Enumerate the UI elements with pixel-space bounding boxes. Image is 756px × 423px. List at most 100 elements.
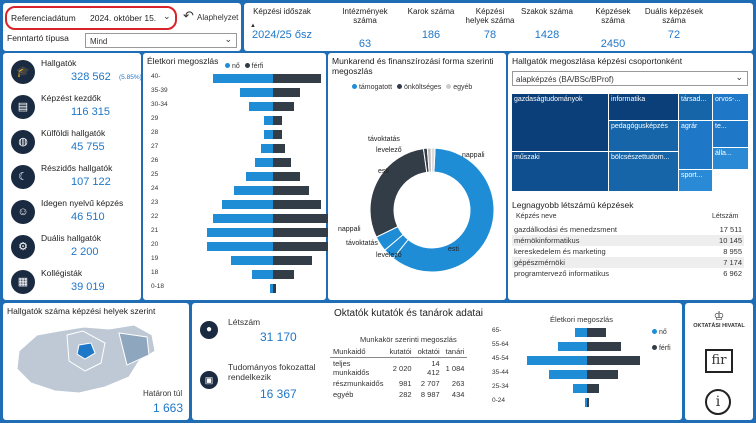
treemap-cell[interactable]: te... xyxy=(713,121,748,147)
type-filter-value: Mind xyxy=(90,37,108,46)
course-count: 6 962 xyxy=(723,269,742,278)
ref-date-label: Referenciadátum xyxy=(11,13,76,23)
course-name: gépészmérnöki xyxy=(514,258,565,267)
fir-label: fir xyxy=(711,353,727,368)
age-tick-label: 26 xyxy=(151,157,159,164)
stat-0: Képzési időszak 2024/25 ősz xyxy=(250,7,314,41)
filter-panel: Referenciadátum 2024. október 15. ⌄ ↶ Al… xyxy=(3,3,241,51)
treemap-cell[interactable]: sport... xyxy=(679,170,712,191)
table-cell: egyéb xyxy=(333,390,354,399)
treemap-cell[interactable]: pedagógusképzés xyxy=(609,121,678,151)
info-button[interactable]: i xyxy=(705,389,731,415)
table-row[interactable]: mérnökinformatikus 10 145 xyxy=(512,235,744,246)
legend-male: férfi xyxy=(658,345,671,352)
person-icon: ☺ xyxy=(11,200,35,224)
age-pyramid: 40- 35-39 30-34 29 28 27 26 25 24 23 22 21 20 19 18 0-1… xyxy=(143,73,336,298)
column-header: tanári xyxy=(442,346,468,358)
treemap-cell-label: sport... xyxy=(681,172,703,179)
kpi-6: ▦ Kollégisták 39 019 xyxy=(9,267,139,297)
bar-female xyxy=(264,116,273,125)
staff-age-title: Életkori megoszlás xyxy=(550,315,613,324)
table-cell: részmunkaidős xyxy=(333,379,384,388)
treemap-cell[interactable]: orvos-... xyxy=(713,94,748,120)
table-cell: 8 987 xyxy=(420,390,440,399)
bar-male xyxy=(273,172,300,181)
reset-button[interactable]: ↶ Alaphelyzet xyxy=(183,8,241,25)
stat-value: 72 xyxy=(667,29,681,41)
stat-value: 186 xyxy=(421,29,441,41)
bar-female xyxy=(213,74,273,83)
bar-male xyxy=(273,284,276,293)
table-row[interactable]: egyéb 282 8 987 434 xyxy=(330,389,467,400)
bar-female xyxy=(249,102,273,111)
ref-date-filter[interactable]: Referenciadátum 2024. október 15. ⌄ xyxy=(5,6,177,30)
treemap-cell-label: gazdaságtudományok xyxy=(514,96,583,103)
age-tick-label: 35-39 xyxy=(151,87,168,94)
treemap-cell[interactable]: társad... xyxy=(679,94,712,120)
table-header: Munkaidő kutatói oktatói tanári xyxy=(330,346,468,358)
treemap-cell[interactable]: informatika xyxy=(609,94,678,120)
kpi-value: 116 315 xyxy=(71,106,110,118)
table-row[interactable]: részmunkaidős 981 2 707 263 xyxy=(330,378,467,389)
table-row[interactable]: kereskedelem és marketing 8 955 xyxy=(512,246,744,257)
level-dropdown[interactable]: alapképzés (BA/BSc/BProf) ⌄ xyxy=(512,71,748,86)
bar-female xyxy=(255,158,273,167)
course-name: programtervező informatikus xyxy=(514,269,610,278)
donut-chart: távoktatás levelező esti nappali távoktatás l… xyxy=(338,136,495,273)
age-tick-label: 40- xyxy=(151,73,161,80)
age-chart-panel: Életkori megoszlás nő férfi 40- 35-39 30-3… xyxy=(143,53,336,300)
legend-dot-female xyxy=(225,63,230,68)
stat-3: Képzési helyek száma 78 xyxy=(464,7,516,41)
treemap-cell[interactable]: műszaki xyxy=(512,152,608,191)
table-cell: 2 020 xyxy=(392,363,412,373)
age-tick-label: 25 xyxy=(151,171,159,178)
largest-table: gazdálkodási és menedzsment 17 511 mérnöki… xyxy=(512,224,744,279)
moon-icon: ☾ xyxy=(11,165,35,189)
table-row[interactable]: gazdálkodási és menedzsment 17 511 xyxy=(512,224,744,235)
bar-male xyxy=(587,356,640,365)
bar-male xyxy=(273,130,282,139)
treemap-cell-label: álla... xyxy=(715,150,732,157)
fir-button[interactable]: fir xyxy=(705,349,733,373)
headcount-label: Létszám xyxy=(228,317,261,327)
age-tick-label: 35-44 xyxy=(492,369,509,376)
table-cell: 282 xyxy=(399,390,412,399)
bar-male xyxy=(273,74,321,83)
treemap-cell[interactable]: álla... xyxy=(713,148,748,169)
stat-label: Képzési helyek száma xyxy=(465,7,515,25)
age-tick-label: 55-64 xyxy=(492,341,509,348)
kpi-4: ☺ Idegen nyelvű képzés 46 510 xyxy=(9,197,139,227)
logo-text: OKTATÁSI HIVATAL xyxy=(693,323,745,329)
table-cell: 1 084 xyxy=(445,363,465,373)
staff-table: Munkaidő kutatói oktatói tanári teljes munka… xyxy=(330,346,468,400)
bar-male xyxy=(587,370,619,379)
treemap-cell[interactable]: agrár xyxy=(679,121,712,169)
table-row[interactable]: teljes munkaidős 2 020 14 412 1 084 xyxy=(330,358,467,379)
treemap-cell[interactable]: bölcsészettudom... xyxy=(609,152,678,191)
treemap-cell[interactable]: gazdaságtudományok xyxy=(512,94,608,151)
donut-label: nappali xyxy=(462,152,485,159)
largest-col1: Képzés neve xyxy=(516,213,557,220)
bar-male xyxy=(273,88,300,97)
bar-male xyxy=(273,242,336,251)
degree-icon: ▣ xyxy=(200,371,218,389)
map-panel: Hallgatók száma képzési helyek szerint H… xyxy=(3,303,189,420)
stats-scroll-up-icon[interactable]: ▲ xyxy=(250,23,256,29)
type-filter-dropdown[interactable]: Mind ⌄ xyxy=(85,33,237,48)
table-row[interactable]: gépészmérnöki 7 174 xyxy=(512,257,744,268)
treemap-title: Hallgatók megoszlása képzési csoportonké… xyxy=(512,56,683,66)
age-tick-label: 65- xyxy=(492,327,502,334)
kpi-value: 45 755 xyxy=(71,141,105,153)
treemap-cell-label: bölcsészettudom... xyxy=(611,154,670,161)
side-panel: ♔ OKTATÁSI HIVATAL fir i xyxy=(685,303,753,420)
donut-slice xyxy=(430,147,436,173)
course-name: kereskedelem és marketing xyxy=(514,247,606,256)
bar-male xyxy=(273,158,291,167)
stat-value: 2024/25 ősz xyxy=(252,29,312,41)
headcount-value: 31 170 xyxy=(260,330,297,344)
kpi-0: 🎓 Hallgatók 328 562 (5.85%) xyxy=(9,57,142,87)
stat-2: Karok száma 186 xyxy=(402,7,460,41)
legend-other: egyéb xyxy=(453,84,473,91)
donut-slice xyxy=(369,148,428,238)
table-row[interactable]: programtervező informatikus 6 962 xyxy=(512,268,744,279)
